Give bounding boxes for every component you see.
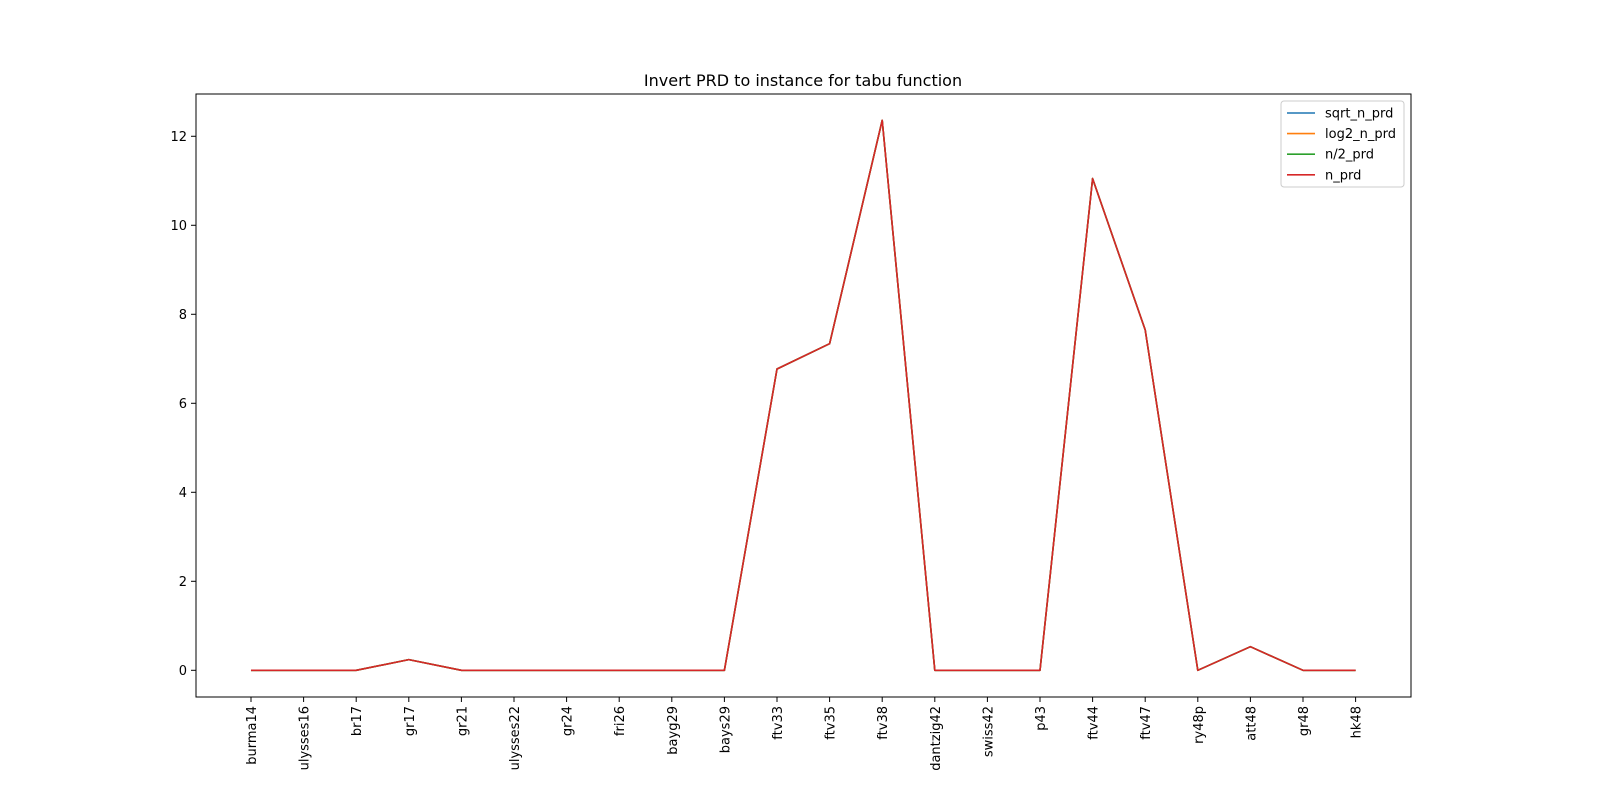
legend-label: n_prd [1325,168,1361,183]
x-tick-label: ry48p [1192,706,1207,744]
y-tick-label: 10 [170,219,187,234]
x-tick-label: gr24 [561,706,576,736]
legend: sqrt_n_prd log2_n_prd n/2_prd n_prd [1280,100,1405,188]
y-tick-label: 8 [179,308,187,323]
y-tick-label: 6 [179,397,187,412]
x-tick-label: dantzig42 [929,706,944,771]
x-tick-label: burma14 [245,706,260,765]
x-tick-label: gr17 [403,706,418,736]
plot-area [195,93,1412,698]
x-tick-label: gr48 [1297,706,1312,736]
series-line-n-prd [251,119,1356,672]
x-tick-label: swiss42 [981,706,996,757]
x-tick-label: ftv38 [876,706,891,740]
legend-box [1280,100,1405,188]
x-tick-label: ftv44 [1087,706,1102,740]
x-tick-label: att48 [1244,706,1259,741]
x-tick-label: fri26 [613,706,628,736]
legend-label: log2_n_prd [1325,127,1396,142]
x-tick-label: bayg29 [666,706,681,755]
x-tick-label: ftv35 [824,706,839,740]
y-axis: 0 2 4 6 8 10 12 [170,130,196,679]
x-axis: burma14 ulysses16 br17 gr17 gr21 ulysses22 gr2… [245,697,1365,771]
y-tick-label: 2 [179,575,187,590]
legend-label: n/2_prd [1325,148,1374,163]
series-line-n-2-prd [251,119,1356,672]
x-tick-label: br17 [350,706,365,736]
x-tick-label: ulysses22 [508,706,523,770]
x-tick-label: ftv47 [1139,706,1154,740]
legend-label: sqrt_n_prd [1325,107,1393,122]
x-tick-label: p43 [1034,706,1049,731]
chart-title: Invert PRD to instance for tabu function [644,71,962,90]
y-tick-label: 0 [179,664,187,679]
x-tick-label: bays29 [718,706,733,753]
x-tick-label: ulysses16 [298,706,313,770]
series-line-sqrt-n-prd [251,119,1356,672]
series-lines [250,119,1356,672]
series-line-log2-n-prd [251,119,1356,672]
x-tick-label: ftv33 [771,706,786,740]
x-tick-label: gr21 [455,706,470,736]
x-tick-label: hk48 [1350,706,1365,738]
y-tick-label: 12 [170,130,187,145]
y-tick-label: 4 [179,486,187,501]
